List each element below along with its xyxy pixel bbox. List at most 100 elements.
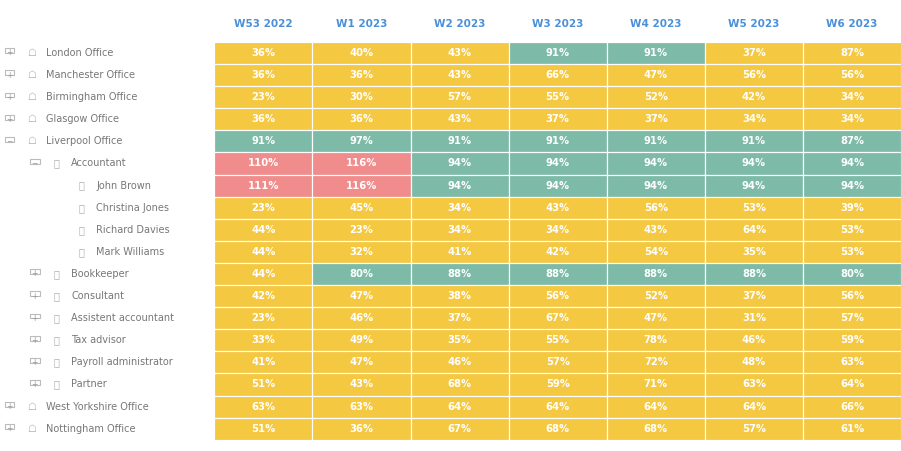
Bar [803,285,901,307]
Bar [803,396,901,418]
Text: ⛹: ⛹ [54,335,59,345]
Text: ⛹: ⛹ [79,225,85,235]
Bar [411,241,509,263]
Text: 43%: 43% [448,114,471,124]
Text: 87%: 87% [840,136,864,147]
FancyBboxPatch shape [30,358,40,363]
Bar [606,130,705,152]
Bar [214,219,313,241]
Text: 72%: 72% [644,357,668,368]
Text: 57%: 57% [546,357,569,368]
Text: 44%: 44% [251,247,276,257]
Text: 31%: 31% [742,313,766,323]
Text: +: + [6,71,13,79]
Bar [313,285,411,307]
Text: 94%: 94% [644,180,668,191]
Bar [509,307,606,329]
Text: W4 2023: W4 2023 [630,19,682,29]
Text: 35%: 35% [448,335,471,345]
Bar [313,108,411,130]
Text: 64%: 64% [546,401,569,412]
Text: 94%: 94% [644,158,668,169]
Text: 47%: 47% [350,291,374,301]
Bar [313,86,411,108]
Text: 41%: 41% [448,247,472,257]
Bar [411,263,509,285]
Bar [214,197,313,219]
Text: 56%: 56% [742,70,766,80]
Text: 67%: 67% [448,423,471,434]
Bar [214,263,313,285]
Bar [313,396,411,418]
Text: 53%: 53% [840,225,864,235]
Text: 47%: 47% [644,313,668,323]
Text: W3 2023: W3 2023 [532,19,584,29]
Bar [313,241,411,263]
Bar [606,108,705,130]
Text: 34%: 34% [840,114,864,124]
Bar [705,42,803,64]
Bar [705,152,803,175]
Text: 63%: 63% [251,401,276,412]
Bar [509,418,606,440]
Text: ⛹: ⛹ [79,180,85,191]
Text: 56%: 56% [546,291,569,301]
Text: Payroll administrator: Payroll administrator [71,357,173,368]
Text: 53%: 53% [840,247,864,257]
Text: Mark Williams: Mark Williams [96,247,165,257]
Bar [509,175,606,197]
Bar [0,263,214,285]
Bar [705,219,803,241]
Text: 91%: 91% [251,136,276,147]
Text: 91%: 91% [644,136,668,147]
Text: 45%: 45% [350,202,374,213]
Text: +: + [32,380,38,389]
Text: 42%: 42% [251,291,276,301]
Bar [411,307,509,329]
Text: 88%: 88% [546,269,569,279]
Text: 42%: 42% [742,92,766,102]
Text: +: + [32,358,38,367]
Bar [803,329,901,351]
Bar [803,175,901,197]
Text: 23%: 23% [251,92,276,102]
Bar [705,373,803,396]
Text: 56%: 56% [644,202,668,213]
Text: 94%: 94% [742,158,766,169]
Bar [705,130,803,152]
Text: 64%: 64% [742,401,766,412]
Bar [411,396,509,418]
Bar [313,130,411,152]
Bar [509,197,606,219]
Text: Manchester Office: Manchester Office [46,70,135,80]
Text: 33%: 33% [251,335,276,345]
Text: 91%: 91% [644,48,668,58]
Bar [803,351,901,373]
Bar [313,418,411,440]
Text: 44%: 44% [251,225,276,235]
Bar [411,219,509,241]
Text: 94%: 94% [546,158,569,169]
FancyBboxPatch shape [30,380,40,385]
FancyBboxPatch shape [5,137,14,142]
Text: 34%: 34% [840,92,864,102]
Text: West Yorkshire Office: West Yorkshire Office [46,401,149,412]
Bar [214,373,313,396]
Text: 91%: 91% [546,48,569,58]
Bar [803,197,901,219]
Text: 57%: 57% [448,92,471,102]
Bar [705,263,803,285]
Text: 63%: 63% [840,357,864,368]
Text: 36%: 36% [350,70,374,80]
Bar [0,307,214,329]
Bar [509,152,606,175]
Bar [606,285,705,307]
Bar [411,108,509,130]
Text: 88%: 88% [742,269,766,279]
Bar [509,64,606,86]
Text: John Brown: John Brown [96,180,151,191]
Bar [0,130,214,152]
Text: 38%: 38% [448,291,471,301]
Bar [0,219,214,241]
Bar [411,373,509,396]
